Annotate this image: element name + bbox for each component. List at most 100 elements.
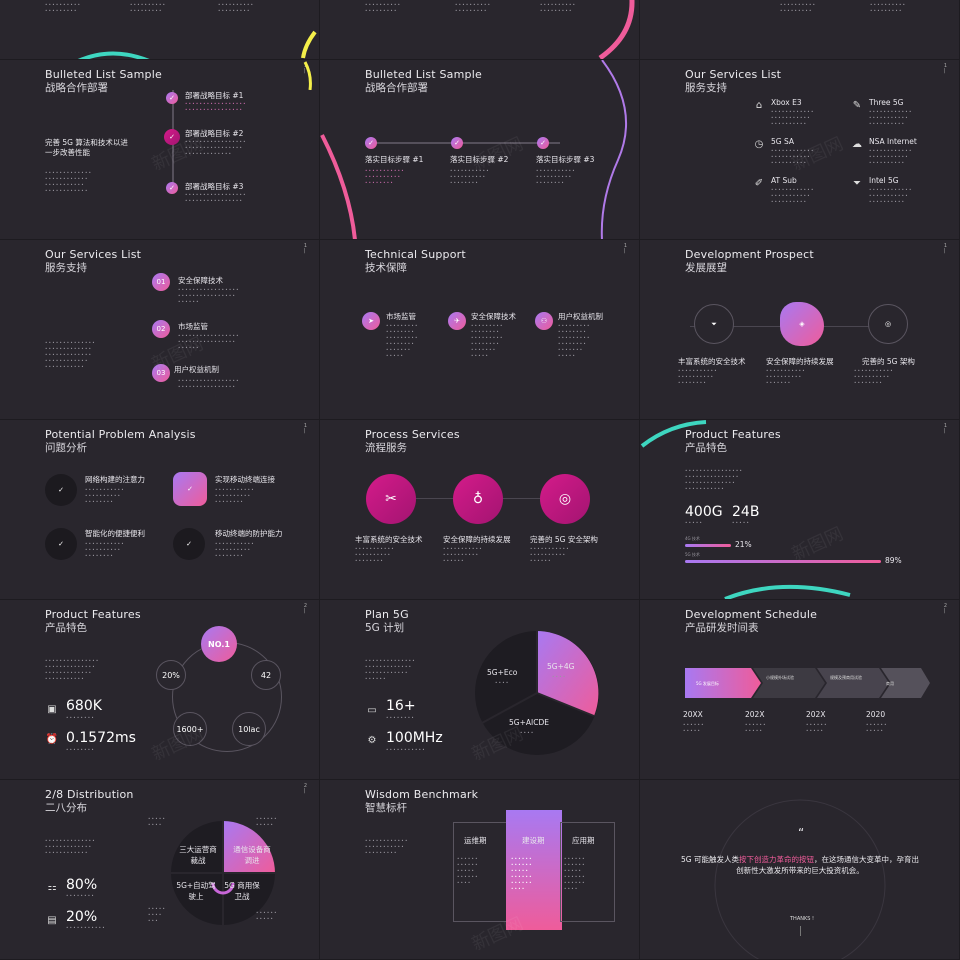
service-label: 5G SA [771,137,794,146]
slide-subtitle: 二八分布 [45,802,87,814]
slide-title: Development Prospect [685,248,814,261]
column-label: 运维期 [464,836,487,845]
slide-title: Potential Problem Analysis [45,428,196,441]
year-label: 20XX [683,710,703,719]
slide-wisdom-benchmark[interactable]: Wisdom Benchmark 智慧标杆 • • • • • • • • • … [320,780,640,960]
node-value: 1600+ [173,712,207,746]
item-label: 安全保障技术 [471,312,516,321]
slide-title: Bulleted List Sample [45,68,162,81]
item-label: 移动终端的防护能力 [215,529,283,538]
check-icon: ✓ [173,472,207,506]
number-badge: 03 [152,364,170,382]
slide-development-schedule[interactable]: Development Schedule 产品研发时间表 5G 发展目标 小规模… [640,600,960,780]
pie-label: 5G+Eco [487,668,518,677]
check-icon: ✓ [173,528,205,560]
progress-bar-4g [685,544,731,547]
slide-product-features-2[interactable]: Product Features 产品特色 • • • • • • • • • … [0,600,320,780]
filter-icon: ⏷ [694,304,734,344]
page-number: 2 | [303,603,307,614]
slide-top-1[interactable]: • • • • • • • • • • • • • • • • • • • • •… [0,0,320,60]
service-label: Three 5G [869,98,904,107]
pie-chart [475,631,599,755]
check-icon: ✓ [537,137,549,149]
slide-subtitle: 战略合作部署 [365,82,428,94]
clock-icon: ◷ [754,138,764,150]
item-label: 安全保障技术 [178,276,223,285]
item-label: 网络构建的注意力 [85,475,145,484]
stat-value: 400G [685,504,723,520]
slide-technical-support[interactable]: Technical Support 技术保障 ➤ 市场监管 • • • • • … [320,240,640,420]
year-label: 2020 [866,710,886,719]
check-icon: ✓ [451,137,463,149]
item-label: 丰富系统的安全技术 [355,535,423,544]
slide-subtitle: 发展展望 [685,262,727,274]
slide-process-services[interactable]: Process Services 流程服务 ✂ ♁ ◎ 丰富系统的安全技术 安全… [320,420,640,600]
node-value: 42 [251,660,281,690]
stat-value: 80% [66,877,98,893]
slide-subtitle: 服务支持 [45,262,87,274]
filter-icon: ⏷ [853,177,861,189]
slide-thanks[interactable]: “ 5G 可能触发人类按下创造力革命的按钮，在这场通信大变革中，孕育出创新性大激… [640,780,960,960]
briefcase-icon: ▣ [47,703,57,715]
page-number: 1 | [303,243,307,254]
item-label: 实现移动终端连接 [215,475,275,484]
quadrant-label: 三大运营商裁战 [179,845,217,865]
quote-text: 5G 可能触发人类按下创造力革命的按钮，在这场通信大变革中，孕育出创新性大激发所… [681,855,919,875]
node-value: 20% [156,660,186,690]
slide-title: Bulleted List Sample [365,68,482,81]
item-label: 市场监管 [178,322,208,331]
slide-title: Our Services List [685,68,782,81]
service-label: Xbox E3 [771,98,802,107]
slide-top-3[interactable]: • • • • • • • • • • • • • • • • • • • • •… [640,0,960,60]
gear-icon: ⚙ [367,734,377,746]
slide-bulleted-list-2[interactable]: Bulleted List Sample 战略合作部署 ✓ ✓ ✓ 落实目标步骤… [320,60,640,240]
slide-plan-5g[interactable]: Plan 5G 5G 计划 • • • • • • • • • • • • • … [320,600,640,780]
slide-subtitle: 问题分析 [45,442,87,454]
step-label: 落实目标步骤 #3 [536,155,595,164]
year-label: 202X [745,710,765,719]
slide-subtitle: 产品特色 [685,442,727,454]
tools-icon: ✂ [366,474,416,524]
teal-arc [724,584,851,599]
slide-problem-analysis[interactable]: Potential Problem Analysis 问题分析 ✓ 网络构建的注… [0,420,320,600]
slide-product-features-1[interactable]: Product Features 产品特色 • • • • • • • • • … [640,420,960,600]
step-label: 落实目标步骤 #2 [450,155,509,164]
item-label: 部署战略目标 #3 [185,182,244,191]
slide-development-prospect[interactable]: Development Prospect 发展展望 ⏷ ◈ ◎ 丰富系统的安全技… [640,240,960,420]
check-icon: ✓ [45,474,77,506]
slide-title: Product Features [685,428,781,441]
teal-arc [78,51,150,59]
item-label: 丰富系统的安全技术 [678,357,746,366]
item-label: 用户权益机制 [558,312,603,321]
pie-label: 5G+4G [547,662,575,671]
slide-title: Wisdom Benchmark [365,788,479,801]
slide-top-2[interactable]: • • • • • • • • • • • • • • • • • • • • •… [320,0,640,60]
item-label: 市场监管 [386,312,416,321]
year-label: 202X [806,710,826,719]
slide-services-list-1[interactable]: Our Services List 服务支持 ⌂ Xbox E3 • • • •… [640,60,960,240]
slide-title: Development Schedule [685,608,818,621]
bar-label: 4G 技术 [685,536,700,541]
item-label: 完善的 5G 架构 [862,357,915,366]
bar-label: 5G 技术 [685,552,700,557]
quote-icon: “ [798,826,805,840]
slide-bulleted-list-1[interactable]: Bulleted List Sample 战略合作部署 完善 5G 算法和技术以… [0,60,320,240]
page-number: 1 | [943,243,947,254]
step-label: 小规模外场试验 [766,675,794,680]
slide-distribution[interactable]: 2/8 Distribution 二八分布 • • • • • • • • • … [0,780,320,960]
lifebuoy-icon: ◎ [540,474,590,524]
slide-services-list-2[interactable]: Our Services List 服务支持 • • • • • • • • •… [0,240,320,420]
stat-value: 20% [66,909,98,925]
stat-value: 16+ [386,698,416,714]
pie-label: 5G+AICDE [509,718,549,727]
step-label: 5G 发展目标 [696,681,719,686]
left-heading: 完善 5G 算法和技术以进一步改善性能 [45,138,128,157]
bulb-icon: ♁ [453,474,503,524]
rocket-icon: ✈ [448,312,466,330]
slide-subtitle: 智慧标杆 [365,802,407,814]
quadrant-chart [171,821,275,925]
check-icon: ✓ [164,129,180,145]
item-label: 安全保障的持续发展 [443,535,511,544]
slide-title: Technical Support [365,248,466,261]
slide-title: Our Services List [45,248,142,261]
